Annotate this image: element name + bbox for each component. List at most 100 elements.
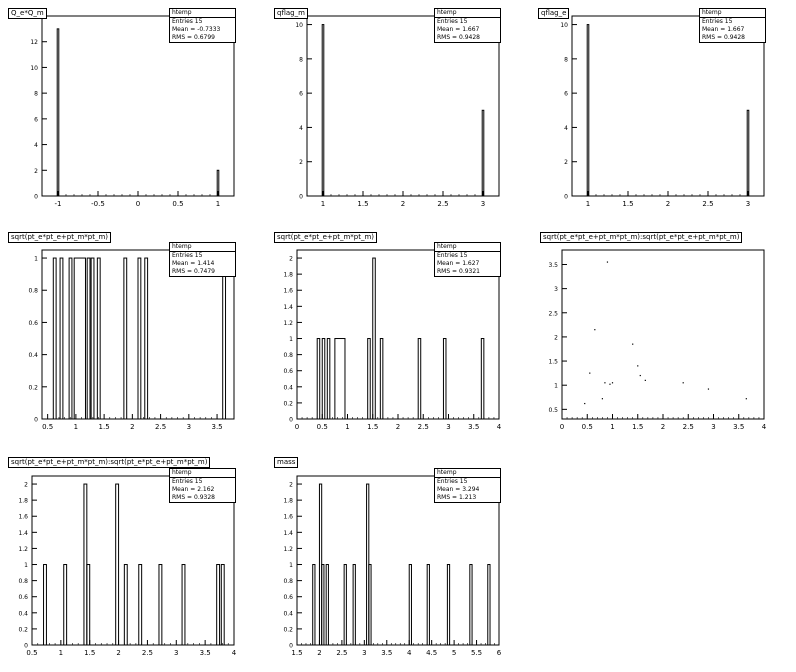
stats-entries: Entries 15	[437, 478, 468, 485]
stats-rms: RMS = 0.9428	[437, 34, 480, 41]
scatter-point	[611, 382, 614, 384]
histogram-bar	[123, 257, 128, 420]
y-tick-label: 0.6	[18, 594, 28, 601]
stats-name: htemp	[170, 243, 235, 252]
scatter-point	[745, 398, 747, 400]
y-tick-label: 0.8	[18, 578, 28, 585]
stats-box: htemp Entries 15 Mean = 2.162 RMS = 0.9328	[169, 468, 236, 503]
y-tick-label: 2	[34, 168, 38, 175]
histogram-bar	[144, 257, 149, 420]
y-tick-label: 0.2	[283, 626, 293, 633]
x-tick-label: 2	[317, 649, 321, 657]
x-tick-label: 0	[560, 423, 564, 431]
y-tick-label: 0.2	[28, 384, 38, 391]
x-tick-label: 3.5	[733, 423, 744, 431]
stats-rms: RMS = 0.6799	[172, 34, 215, 41]
y-tick-label: 0	[289, 417, 293, 424]
y-tick-label: 0.8	[283, 578, 293, 585]
plot-frame	[306, 15, 500, 197]
histogram-bar	[137, 257, 142, 420]
histogram-bar	[73, 257, 86, 420]
x-tick-label: 4	[407, 649, 412, 657]
histogram-bar	[138, 564, 143, 646]
x-tick-label: 1	[610, 423, 614, 431]
histogram-bar	[446, 564, 451, 646]
histogram-bar	[59, 257, 64, 420]
histogram-bar	[586, 24, 590, 197]
y-tick-label: 0.6	[283, 594, 293, 601]
histogram-bar	[312, 564, 316, 646]
stats-entries: Entries 15	[437, 252, 468, 259]
stats-mean: Mean = 1.414	[172, 260, 215, 267]
histogram-bar	[216, 169, 220, 197]
chart-title: sqrt(pt_e*pt_e+pt_m*pt_m):sqrt(pt_e*pt_e…	[8, 457, 211, 468]
y-tick-label: 1.4	[18, 530, 28, 537]
y-tick-label: 1	[24, 562, 28, 569]
stats-box: htemp Entries 15 Mean = 1.627 RMS = 0.9321	[434, 242, 501, 277]
x-tick-label: 5	[452, 649, 456, 657]
chart-title: sqrt(pt_e*pt_e+pt_m*pt_m)	[274, 232, 378, 243]
x-tick-label: 2.5	[418, 423, 429, 431]
x-tick-label: 0.5	[582, 423, 593, 431]
x-tick-label: 1.5	[622, 200, 633, 208]
y-tick-label: 0	[34, 417, 38, 424]
y-tick-label: 4	[299, 125, 303, 132]
x-tick-label: 3	[174, 649, 178, 657]
stats-mean: Mean = 1.667	[702, 26, 745, 33]
stats-box: htemp Entries 15 Mean = 1.667 RMS = 0.9428	[434, 8, 501, 43]
chart-title: mass	[274, 457, 299, 468]
y-tick-label: 2	[299, 159, 303, 166]
histogram-bar	[316, 338, 321, 420]
histogram-bar	[368, 564, 372, 646]
y-tick-label: 12	[30, 39, 38, 46]
x-tick-label: 2	[130, 423, 134, 431]
chart-pad-6: 0 0.5 1 1.5 2 2.5 3 3.5 4 0.5 1 1.5 2 2.5 3 3.5	[548, 249, 767, 431]
stats-mean: Mean = 1.627	[437, 260, 480, 267]
histogram-bar	[56, 28, 60, 197]
y-tick-label: 1.6	[18, 514, 28, 521]
x-tick-label: 1.5	[632, 423, 643, 431]
y-tick-label: 4	[564, 125, 568, 132]
y-tick-label: 1.2	[18, 546, 28, 553]
x-tick-label: 3.5	[381, 649, 392, 657]
stats-box: htemp Entries 15 Mean = 1.667 RMS = 0.9428	[699, 8, 766, 43]
y-tick-label: 1.4	[283, 530, 293, 537]
histogram-bar	[115, 483, 120, 646]
x-tick-label: 1.5	[357, 200, 368, 208]
histogram-bar	[469, 564, 473, 646]
histogram-bar	[123, 564, 128, 646]
stats-rms: RMS = 0.9321	[437, 268, 480, 275]
scatter-point	[594, 329, 596, 331]
stats-entries: Entries 15	[437, 18, 468, 25]
scatter-point	[589, 372, 591, 374]
y-tick-label: 1.8	[283, 272, 293, 279]
y-tick-label: 0.5	[548, 407, 558, 414]
y-tick-label: 1	[289, 336, 293, 343]
chart-pad-4: 0.5 1 1.5 2 2.5 3 3.5 0 0.2 0.4 0.6 0.8 1	[28, 249, 235, 431]
y-tick-label: 1	[34, 256, 38, 263]
scatter-point	[632, 343, 634, 345]
y-tick-label: 0.8	[28, 288, 38, 295]
x-tick-label: 2	[401, 200, 405, 208]
x-tick-label: 3	[187, 423, 191, 431]
stats-mean: Mean = 3.294	[437, 486, 480, 493]
histogram-bar	[96, 257, 101, 420]
scatter-point	[639, 374, 641, 377]
scatter-point	[584, 402, 586, 405]
stats-entries: Entries 15	[172, 478, 203, 485]
x-tick-label: 0.5	[172, 200, 183, 208]
stats-name: htemp	[435, 9, 500, 18]
chart-pad-2: 1 1.5 2 2.5 3 0 2 4 6 8 10	[295, 15, 500, 208]
y-tick-label: 8	[299, 56, 303, 63]
y-tick-label: 1.5	[548, 359, 558, 366]
y-tick-label: 0.4	[28, 352, 38, 359]
histogram-bar	[367, 338, 371, 420]
histogram-bar	[746, 109, 750, 197]
histogram-bar	[68, 257, 73, 420]
scatter-point	[606, 261, 609, 263]
histogram-bar	[426, 564, 430, 646]
x-tick-label: 3.5	[200, 649, 211, 657]
y-tick-label: 8	[564, 56, 568, 63]
